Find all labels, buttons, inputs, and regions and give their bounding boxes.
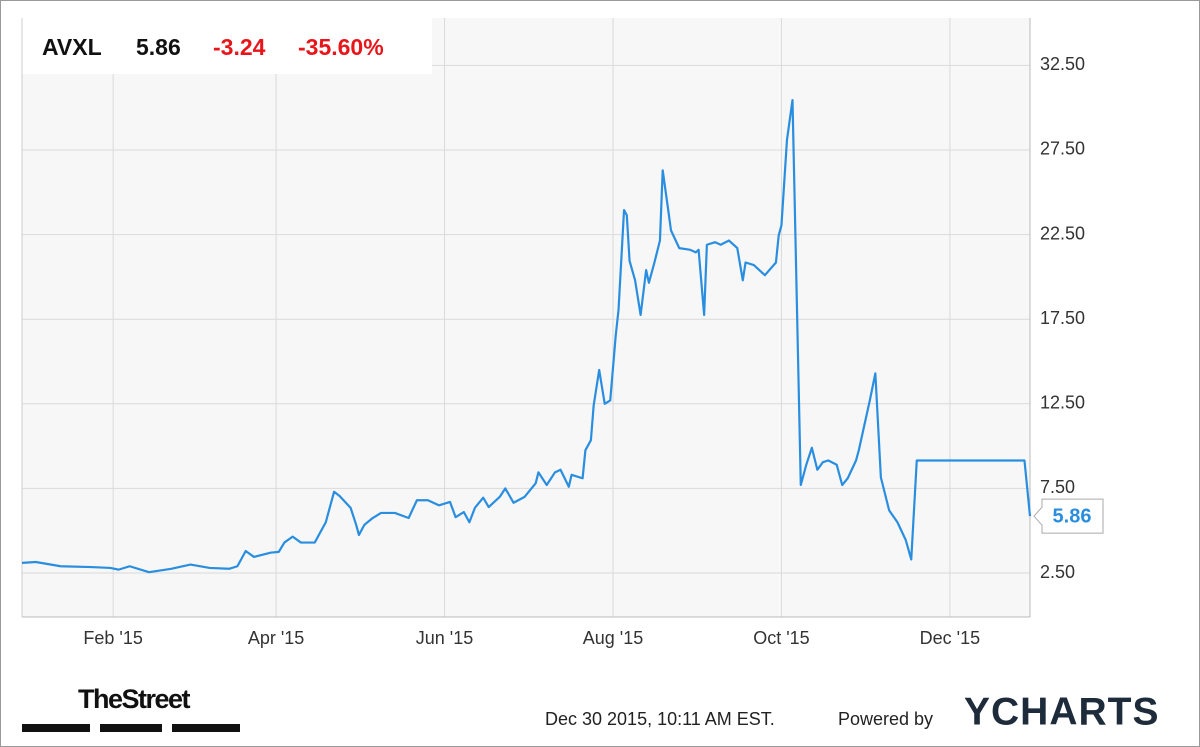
last-value-box [1033, 498, 1104, 534]
y-tick-label: 12.50 [1040, 393, 1085, 413]
brand: TheStreet [78, 684, 191, 714]
x-tick-label: Aug '15 [583, 628, 644, 648]
price: 5.86 [136, 34, 181, 60]
timestamp: Dec 30 2015, 10:11 AM EST. [545, 709, 775, 729]
header-box [22, 18, 432, 74]
change-percent: -35.60% [298, 34, 384, 60]
brand-bar [100, 724, 162, 732]
plot-area [22, 18, 1030, 617]
y-tick-label: 2.50 [1040, 562, 1075, 582]
x-tick-label: Apr '15 [248, 628, 304, 648]
y-tick-label: 7.50 [1040, 477, 1075, 497]
x-tick-label: Feb '15 [83, 628, 142, 648]
x-tick-label: Jun '15 [416, 628, 473, 648]
grid [22, 18, 1030, 617]
marks: 5.86 [21, 98, 1104, 574]
x-tick-label: Dec '15 [920, 628, 980, 648]
y-tick-label: 17.50 [1040, 308, 1085, 328]
brand-bar [22, 724, 90, 732]
x-tick-label: Oct '15 [753, 628, 809, 648]
ticker: AVXL [42, 34, 102, 60]
powered-by: Powered by [838, 709, 933, 729]
y-tick-label: 22.50 [1040, 223, 1085, 243]
price-line [21, 98, 1032, 574]
brand-bar [172, 724, 240, 732]
change: -3.24 [213, 34, 266, 60]
logo: YCHARTS [964, 690, 1160, 733]
last-value-label: 5.86 [1053, 505, 1092, 527]
y-tick-label: 27.50 [1040, 139, 1085, 159]
y-tick-label: 32.50 [1040, 54, 1085, 74]
